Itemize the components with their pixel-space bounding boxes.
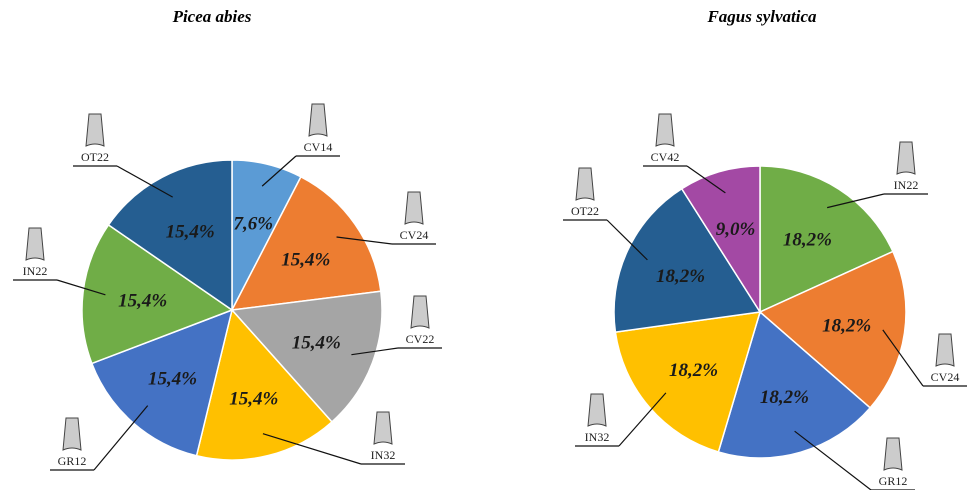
tree-icon (308, 103, 328, 137)
leader-line (794, 430, 872, 490)
pie-slice (717, 310, 872, 459)
value-label: 15,4% (118, 290, 167, 311)
pie-slice (759, 165, 894, 314)
category-label: CV42 (651, 150, 680, 164)
leader-line (686, 165, 726, 194)
leader-line (93, 405, 149, 471)
chart-title: Fagus sylvatica (706, 7, 817, 26)
tree-icon (85, 113, 105, 147)
tree-icon (935, 333, 955, 367)
tree-icon (896, 141, 916, 175)
category-label: GR12 (58, 454, 87, 468)
tree-icon (410, 295, 430, 329)
leader-line (56, 279, 106, 296)
leader-line (606, 219, 648, 261)
value-label: 15,4% (148, 369, 197, 390)
tree-icon (655, 113, 675, 147)
pie-slice (90, 308, 234, 457)
chart-title: Picea abies (172, 7, 252, 26)
value-label: 15,4% (281, 249, 330, 270)
value-label: 15,4% (292, 333, 341, 354)
pie-slice (613, 187, 762, 333)
leader-line (618, 392, 667, 447)
pie-slice (230, 175, 382, 311)
category-label: CV14 (304, 140, 333, 154)
category-label: OT22 (81, 150, 109, 164)
leader-line (261, 155, 297, 187)
pie-slice (107, 159, 233, 312)
tree-icon (62, 417, 82, 451)
category-label: CV24 (931, 370, 960, 384)
leader-line (262, 433, 362, 465)
value-label: 7,6% (233, 214, 273, 235)
category-label: CV22 (406, 332, 435, 346)
tree-icon (404, 191, 424, 225)
value-label: 9,0% (716, 219, 756, 240)
pie-slice (195, 308, 333, 461)
value-label: 18,2% (760, 387, 809, 408)
category-label: IN32 (371, 448, 396, 462)
leader-line (351, 347, 399, 356)
category-label: IN32 (585, 430, 610, 444)
category-label: CV24 (400, 228, 429, 242)
value-label: 15,4% (229, 388, 278, 409)
tree-icon (25, 227, 45, 261)
pie-slice (230, 290, 383, 423)
value-label: 18,2% (669, 360, 718, 381)
tree-icon (587, 393, 607, 427)
value-label: 15,4% (166, 221, 215, 242)
category-label: IN22 (894, 178, 919, 192)
leader-line (882, 329, 924, 387)
category-label: GR12 (879, 474, 908, 488)
value-label: 18,2% (656, 266, 705, 287)
category-label: OT22 (571, 204, 599, 218)
tree-icon (373, 411, 393, 445)
category-label: IN22 (23, 264, 48, 278)
leader-line (336, 236, 393, 245)
pie-slice (680, 165, 761, 315)
tree-icon (575, 167, 595, 201)
pie-slice (614, 311, 762, 453)
value-label: 18,2% (783, 229, 832, 250)
leader-line (827, 193, 885, 209)
value-label: 18,2% (822, 316, 871, 337)
tree-icon (883, 437, 903, 471)
pie-slice (758, 250, 907, 409)
pie-slice (81, 223, 234, 365)
leader-line (116, 165, 173, 198)
